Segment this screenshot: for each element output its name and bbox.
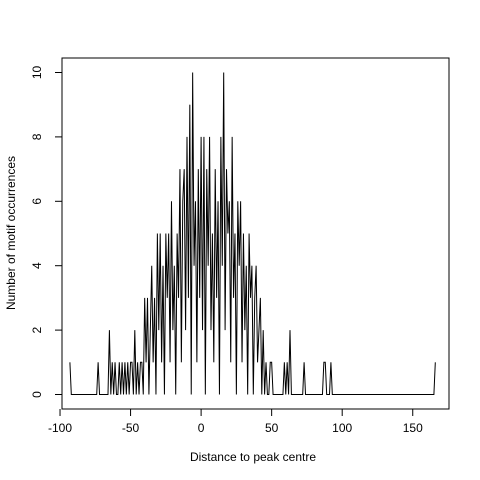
y-tick-label: 6 xyxy=(30,198,44,205)
y-tick-label: 8 xyxy=(30,133,44,140)
x-tick-label: 0 xyxy=(198,421,205,435)
x-tick-label: 50 xyxy=(265,421,279,435)
x-tick-label: -100 xyxy=(48,421,72,435)
x-tick-label: -50 xyxy=(122,421,140,435)
series-line xyxy=(69,72,436,396)
y-tick-label: 0 xyxy=(30,391,44,398)
y-axis-title: Number of motif occurrences xyxy=(4,156,18,310)
plot-box xyxy=(61,57,450,410)
x-tick-label: 100 xyxy=(332,421,352,435)
y-tick-label: 4 xyxy=(30,262,44,269)
x-axis-title: Distance to peak centre xyxy=(190,450,316,464)
y-tick-label: 2 xyxy=(30,326,44,333)
x-tick-label: 150 xyxy=(403,421,423,435)
y-tick-label: 10 xyxy=(30,65,44,79)
